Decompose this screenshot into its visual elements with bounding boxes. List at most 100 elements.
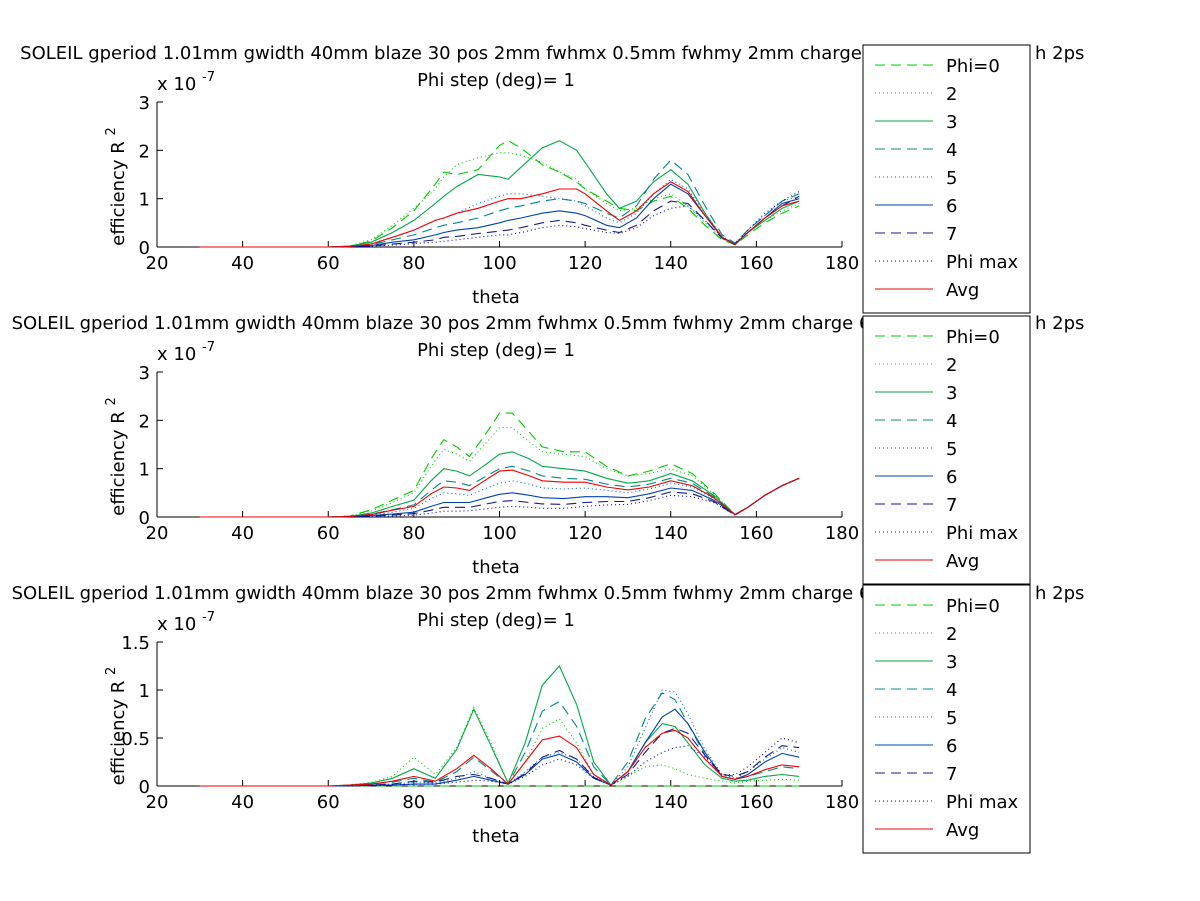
x-axis-label: theta: [472, 826, 520, 847]
title-line-1-tail: h 2ps: [1035, 43, 1084, 64]
x-tick-label: 60: [317, 792, 340, 813]
x-tick-label: 140: [654, 253, 688, 274]
series-line-5: [199, 178, 800, 248]
y-tick-label: 1: [139, 681, 150, 702]
series-line-3: [199, 451, 800, 518]
chart-title: SOLEIL gperiod 1.01mm gwidth 40mm blaze …: [12, 583, 1085, 631]
y-tick-label: 0: [139, 777, 150, 798]
x-axis-label: theta: [472, 557, 520, 578]
y-exponent-sup: -7: [202, 610, 215, 625]
legend-label: 3: [946, 652, 957, 673]
series-line-2: [199, 705, 800, 787]
legend-label: Phi=0: [946, 327, 1000, 348]
x-tick-label: 20: [146, 523, 169, 544]
series-line-6: [199, 708, 800, 787]
legend-label: 5: [946, 708, 957, 729]
series-line-2: [199, 152, 800, 248]
series-line-1: [199, 412, 800, 518]
series-line-9: [199, 729, 800, 787]
x-tick-label: 20: [146, 253, 169, 274]
title-line-1-tail: h 2ps: [1035, 583, 1084, 604]
y-tick-label: 1: [139, 190, 150, 211]
y-tick-label: 1.5: [121, 633, 150, 654]
y-tick-label: 3: [139, 93, 150, 114]
series-line-9: [199, 469, 800, 518]
y-tick-label: 0: [139, 508, 150, 529]
title-line-2: Phi step (deg)= 1: [417, 610, 575, 631]
series-line-1: [199, 140, 800, 248]
legend: Phi=0 2 3 4 5 6 7 Phi max Avg: [862, 584, 1031, 854]
x-tick-label: 120: [568, 253, 602, 274]
legend-label: Phi=0: [946, 596, 1000, 617]
legend-label: Phi max: [946, 523, 1019, 544]
legend-label: 3: [946, 383, 957, 404]
y-exponent-label: x 10 -7: [157, 610, 215, 635]
legend-box: [862, 44, 1031, 314]
legend-label: Avg: [946, 820, 979, 841]
y-tick-label: 1: [139, 460, 150, 481]
legend: Phi=0 2 3 4 5 6 7 Phi max Avg: [862, 315, 1031, 585]
x-tick-label: 40: [231, 523, 254, 544]
chart-title: SOLEIL gperiod 1.01mm gwidth 40mm blaze …: [12, 313, 1085, 361]
series-group: [199, 664, 800, 787]
chart-title: SOLEIL gperiod 1.01mm gwidth 40mm blaze …: [20, 43, 1084, 91]
series-line-3: [199, 140, 800, 248]
y-tick-label: 3: [139, 363, 150, 384]
x-tick-label: 120: [568, 792, 602, 813]
x-tick-label: 20: [146, 792, 169, 813]
series-line-7: [199, 727, 800, 787]
x-tick-label: 140: [654, 792, 688, 813]
x-tick-label: 60: [317, 253, 340, 274]
legend-label: 4: [946, 680, 957, 701]
series-line-2: [199, 427, 800, 518]
legend-label: 2: [946, 355, 957, 376]
legend-label: 2: [946, 624, 957, 645]
series-group: [199, 412, 800, 518]
legend-label: 7: [946, 764, 957, 785]
legend-label: 6: [946, 467, 957, 488]
y-tick-label: 2: [139, 411, 150, 432]
series-line-8: [199, 477, 800, 518]
legend-label: 4: [946, 140, 957, 161]
legend-label: Avg: [946, 280, 979, 301]
title-line-2: Phi step (deg)= 1: [417, 340, 575, 361]
legend-box: [862, 315, 1031, 585]
series-line-4: [199, 692, 800, 787]
legend-label: 6: [946, 736, 957, 757]
x-tick-label: 40: [231, 253, 254, 274]
legend-box: [862, 584, 1031, 854]
legend-label: 5: [946, 439, 957, 460]
legend-label: 4: [946, 411, 957, 432]
x-tick-label: 100: [482, 523, 516, 544]
legend: Phi=0 2 3 4 5 6 7 Phi max Avg: [862, 44, 1031, 314]
legend-label: 5: [946, 168, 957, 189]
y-tick-label: 2: [139, 141, 150, 162]
x-tick-label: 100: [482, 792, 516, 813]
legend-label: Avg: [946, 551, 979, 572]
y-tick-label: 0.5: [121, 729, 150, 750]
series-line-5: [199, 689, 800, 787]
x-tick-label: 180: [825, 792, 859, 813]
title-line-1: SOLEIL gperiod 1.01mm gwidth 40mm blaze …: [20, 43, 862, 64]
legend-label: 7: [946, 495, 957, 516]
legend-label: Phi max: [946, 252, 1019, 273]
x-tick-label: 180: [825, 523, 859, 544]
legend-label: Phi=0: [946, 56, 1000, 77]
series-line-7: [199, 195, 800, 248]
series-line-4: [199, 159, 800, 248]
y-axis-label-sup: 2: [104, 127, 119, 135]
title-line-2: Phi step (deg)= 1: [417, 70, 575, 91]
x-tick-label: 80: [402, 523, 425, 544]
x-tick-label: 80: [402, 792, 425, 813]
x-tick-label: 120: [568, 523, 602, 544]
x-tick-label: 80: [402, 253, 425, 274]
title-line-1: SOLEIL gperiod 1.01mm gwidth 40mm blaze …: [12, 583, 871, 604]
legend-label: 6: [946, 196, 957, 217]
x-tick-label: 40: [231, 792, 254, 813]
series-line-7: [199, 477, 800, 518]
title-line-1-tail: h 2ps: [1035, 313, 1084, 334]
y-axis-label: efficiency R 2: [104, 127, 129, 246]
subplot-2: SOLEIL gperiod 1.01mm gwidth 40mm blaze …: [12, 313, 1085, 585]
x-tick-label: 160: [739, 792, 773, 813]
